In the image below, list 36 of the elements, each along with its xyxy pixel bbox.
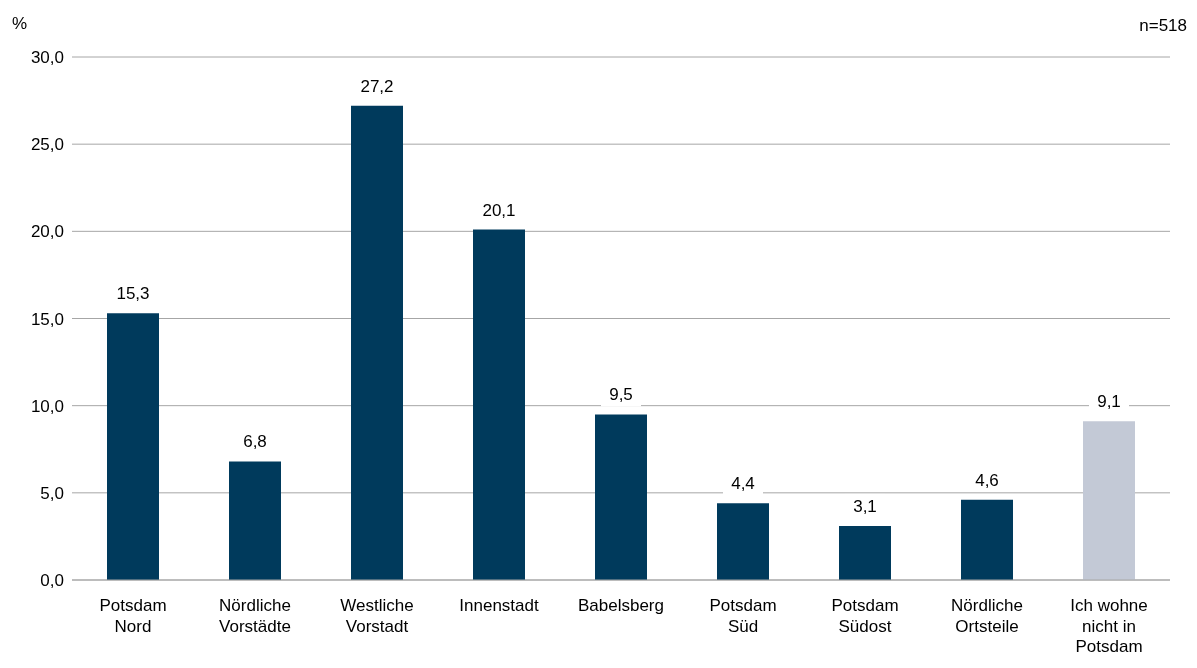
y-tick-label: 20,0 <box>30 222 64 242</box>
data-label: 3,1 <box>853 496 877 516</box>
x-tick-label: Ich wohne nicht in Potsdam <box>1070 596 1148 657</box>
bar <box>351 105 403 580</box>
y-axis-title: % <box>12 14 28 34</box>
data-label: 6,8 <box>243 432 267 452</box>
text: n=518 <box>1139 16 1187 36</box>
x-tick-label: Westliche Vorstadt <box>340 596 414 636</box>
y-tick-label: 10,0 <box>30 396 64 416</box>
data-label: 4,6 <box>975 470 999 490</box>
x-tick-label: Innenstadt <box>459 596 539 616</box>
bar <box>229 461 281 580</box>
data-label: 9,1 <box>1097 392 1121 412</box>
y-tick-label: 25,0 <box>30 135 64 155</box>
data-label: 15,3 <box>116 284 150 304</box>
bar <box>595 414 647 580</box>
y-tick-label: 30,0 <box>30 48 64 68</box>
data-label: 9,5 <box>609 385 633 405</box>
x-tick-label: Potsdam Süd <box>709 596 777 636</box>
data-label: 27,2 <box>360 76 394 96</box>
data-label: 4,4 <box>731 474 755 494</box>
y-tick-label: 0,0 <box>40 571 64 591</box>
bar <box>717 503 769 580</box>
y-tick-label: 15,0 <box>30 309 64 329</box>
bar <box>473 229 525 580</box>
x-tick-label: Nördliche Ortsteile <box>951 596 1023 636</box>
x-tick-label: Babelsberg <box>577 596 665 616</box>
x-tick-label: Potsdam Nord <box>99 596 167 636</box>
x-tick-label: Nördliche Vorstädte <box>219 596 291 636</box>
x-tick-label: Potsdam Südost <box>831 596 899 636</box>
bar <box>1083 421 1135 580</box>
data-label: 20,1 <box>482 200 516 220</box>
bar <box>961 499 1013 580</box>
bar <box>839 525 891 580</box>
y-tick-label: 5,0 <box>40 483 64 503</box>
bar <box>107 313 159 580</box>
